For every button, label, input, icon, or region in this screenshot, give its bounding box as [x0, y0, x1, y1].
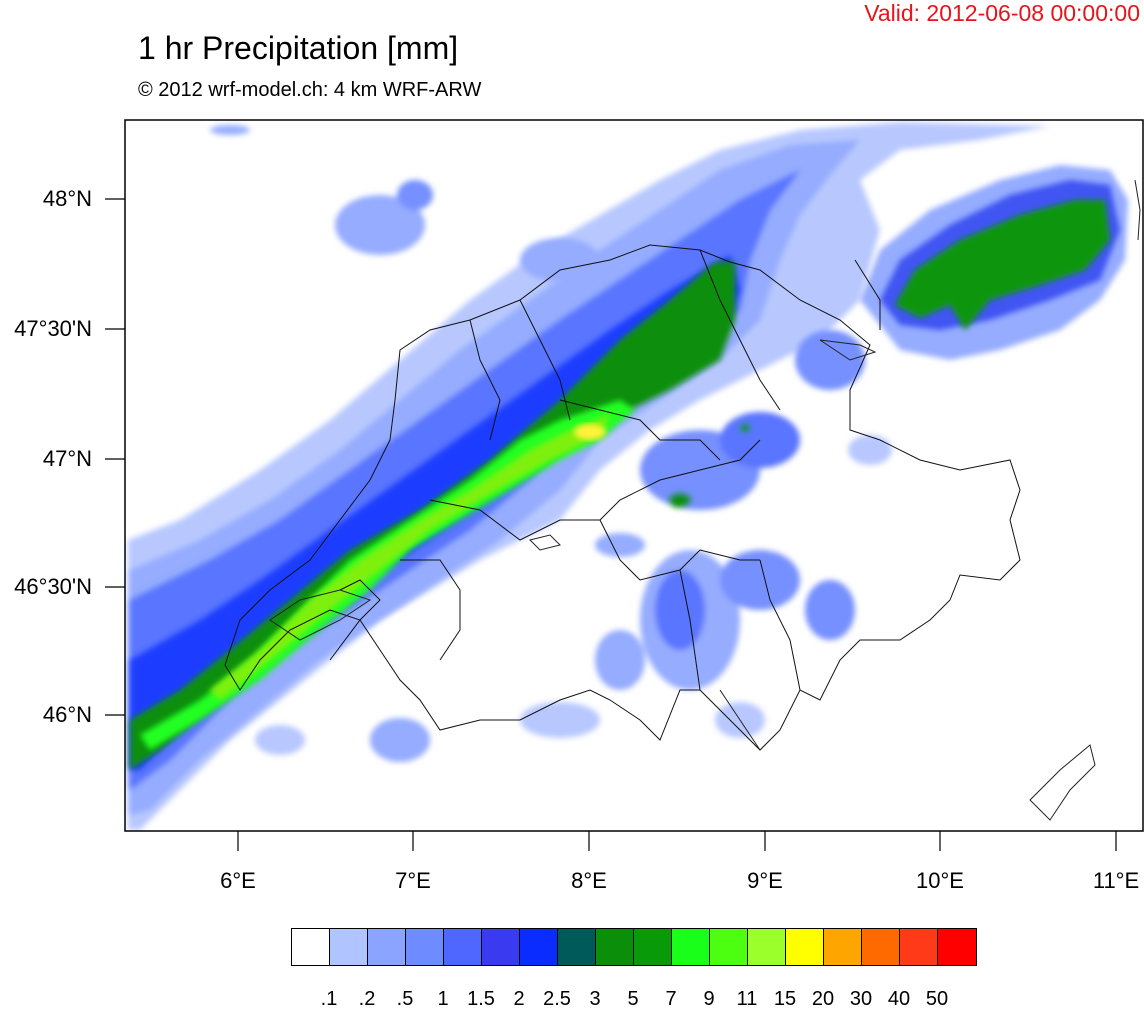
lon-tick-label: 6°E [220, 868, 256, 893]
precip-ne-green [895, 200, 1110, 330]
political-borders [224, 244, 1021, 751]
map-title: 1 hr Precipitation [mm] [138, 30, 459, 66]
colorbar-swatch [634, 929, 672, 965]
colorbar [291, 928, 977, 966]
precip-field [128, 122, 1141, 830]
lat-tick-label: 47°N [42, 446, 92, 471]
colorbar-swatch [824, 929, 862, 965]
lakes [269, 179, 1141, 821]
colorbar-label: .5 [396, 988, 414, 1010]
lat-tick-label: 46°30'N [14, 574, 92, 599]
axis-ticks [105, 198, 1117, 851]
colorbar-label: 40 [887, 988, 911, 1010]
colorbar-label: 2 [513, 988, 525, 1010]
precip-max-yellow [574, 424, 606, 440]
colorbar-swatch [330, 929, 368, 965]
colorbar-label: 5 [627, 988, 639, 1010]
map-frame [124, 119, 1144, 832]
colorbar-swatch [406, 929, 444, 965]
colorbar-swatch [672, 929, 710, 965]
colorbar-label: 2.5 [543, 988, 571, 1010]
map-subtitle: © 2012 wrf-model.ch: 4 km WRF-ARW [138, 79, 482, 101]
colorbar-label: .2 [358, 988, 376, 1010]
colorbar-label: 11 [736, 988, 758, 1010]
colorbar-swatch [482, 929, 520, 965]
colorbar-swatch [444, 929, 482, 965]
colorbar-label: 7 [665, 988, 677, 1010]
lon-tick-label: 7°E [395, 868, 431, 893]
precip-area-light [128, 122, 1050, 830]
precip-core-lime [210, 415, 610, 700]
colorbar-label: 50 [925, 988, 949, 1010]
lon-tick-label: 8°E [571, 868, 607, 893]
lat-tick-label: 46°N [42, 702, 92, 727]
colorbar-label: 1 [437, 988, 449, 1010]
lat-tick-label: 48°N [42, 186, 92, 211]
colorbar-label: 1.5 [467, 988, 495, 1010]
lon-tick-label: 9°E [747, 868, 783, 893]
colorbar-label: 20 [811, 988, 835, 1010]
colorbar-swatch [292, 929, 330, 965]
colorbar-swatch [786, 929, 824, 965]
colorbar-label: 9 [703, 988, 715, 1010]
colorbar-label: 30 [849, 988, 873, 1010]
colorbar-swatch [558, 929, 596, 965]
colorbar-swatch [596, 929, 634, 965]
colorbar-swatch [938, 929, 976, 965]
colorbar-swatch [748, 929, 786, 965]
colorbar-swatch [368, 929, 406, 965]
colorbar-swatch [520, 929, 558, 965]
lon-tick-label: 11°E [1092, 868, 1140, 893]
lat-tick-label: 47°30'N [14, 316, 92, 341]
colorbar-label: 3 [589, 988, 601, 1010]
colorbar-swatch [710, 929, 748, 965]
valid-time: Valid: 2012-06-08 00:00:00 [864, 0, 1140, 26]
colorbar-label: 15 [773, 988, 797, 1010]
colorbar-label: .1 [320, 988, 338, 1010]
colorbar-swatch [900, 929, 938, 965]
lon-tick-label: 10°E [916, 868, 964, 893]
colorbar-swatch [862, 929, 900, 965]
